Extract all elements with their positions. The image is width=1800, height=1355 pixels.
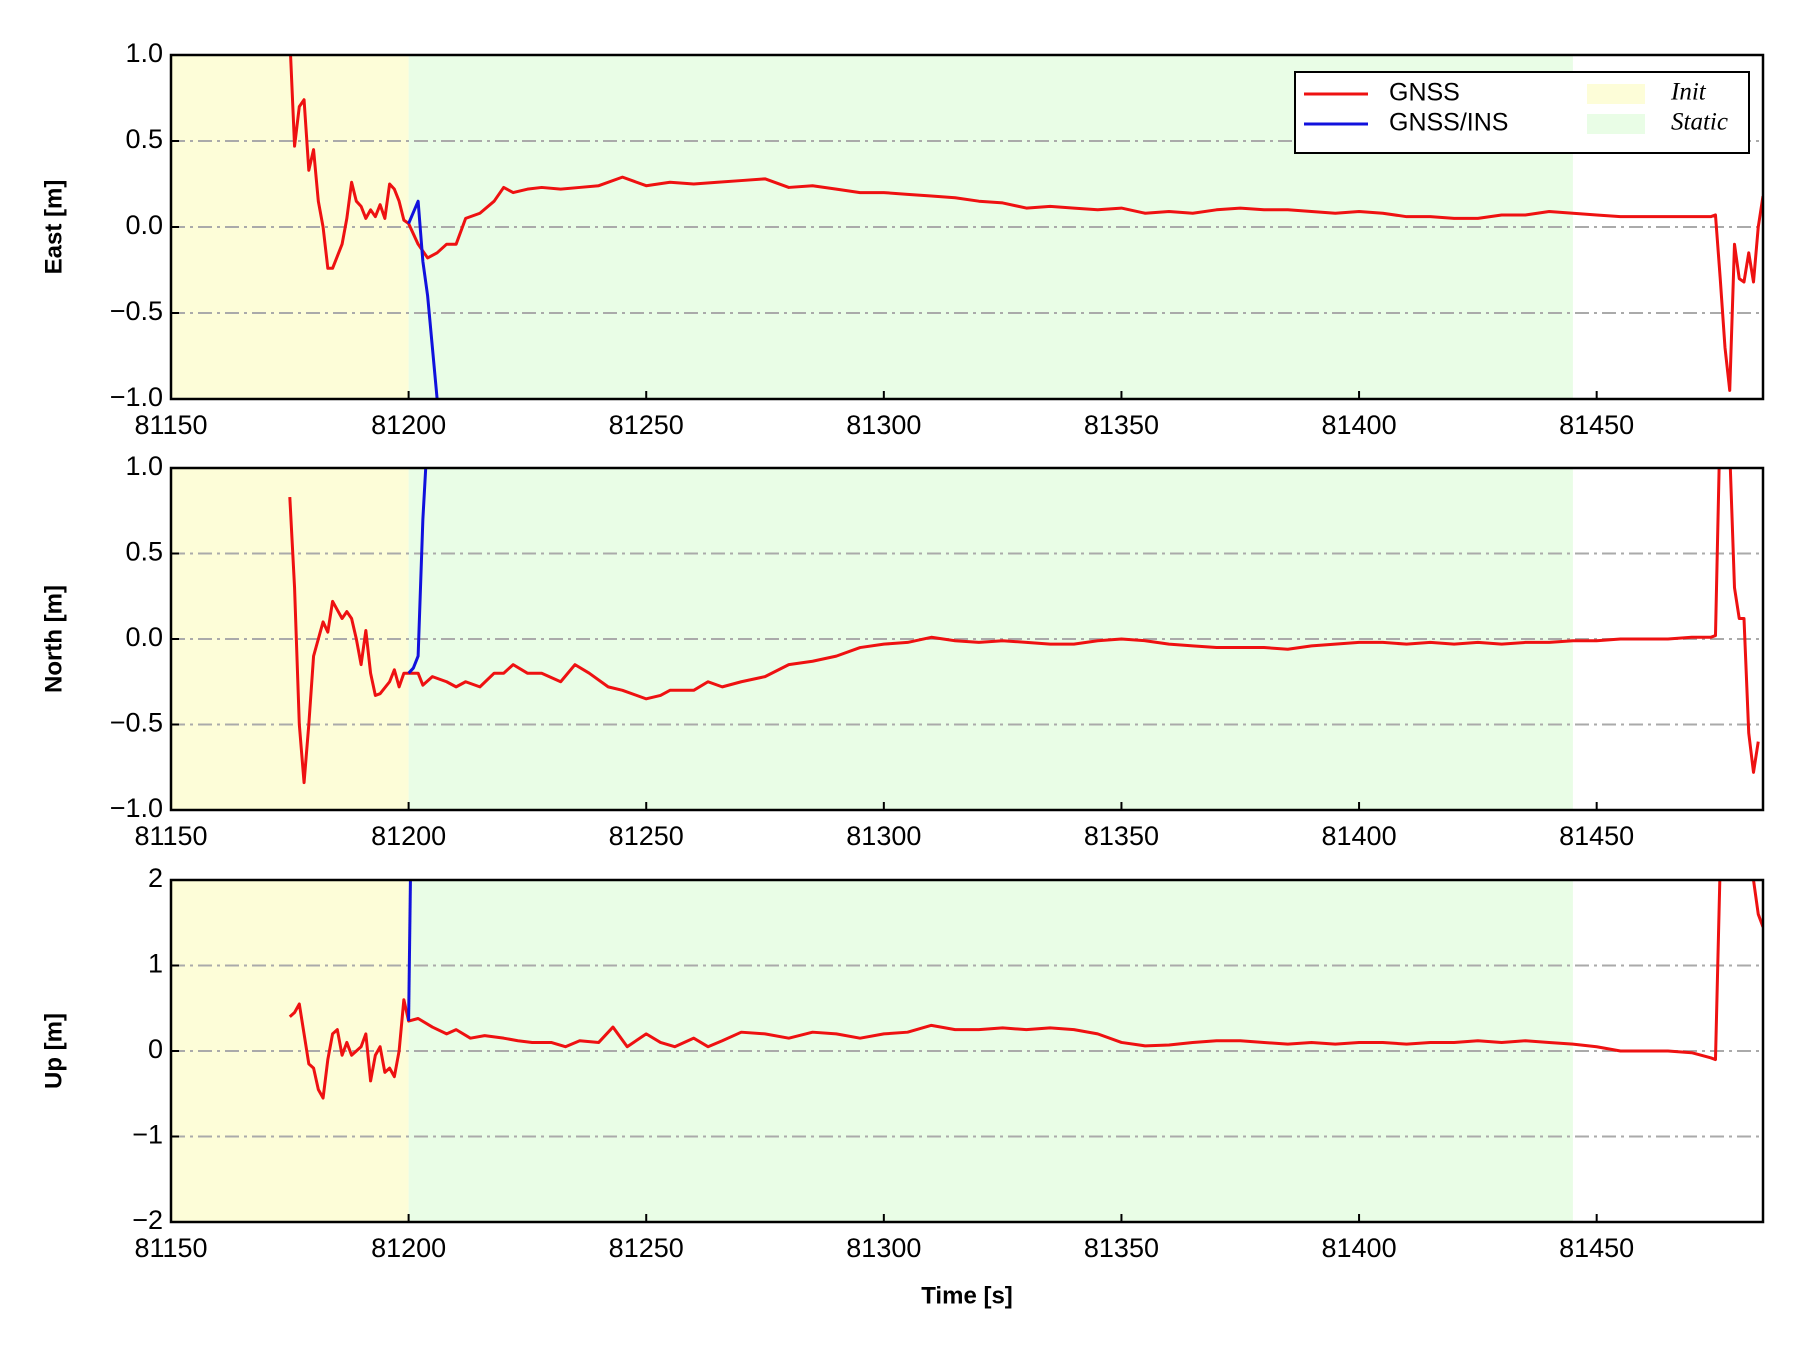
x-tick-label: 81300	[846, 410, 921, 440]
axes-frame	[169, 878, 1765, 1224]
x-tick-label: 81400	[1322, 821, 1397, 851]
x-tick-label: 81200	[371, 1233, 446, 1263]
legend-label: Init	[1670, 79, 1707, 106]
x-tick-label: 81350	[1084, 1233, 1159, 1263]
x-tick-label: 81200	[371, 821, 446, 851]
x-tick-label: 81150	[134, 410, 207, 440]
y-tick-label: −2	[132, 1205, 163, 1235]
axes-frame	[169, 466, 1765, 812]
x-tick-label: 81300	[846, 821, 921, 851]
series-line	[407, 199, 439, 399]
subplot: −2 −1 0 1 2 81150 81200 81250 81300 81350 81400 814…	[40, 863, 1765, 1309]
y-tick-label: −1.0	[110, 382, 163, 412]
y-tick-label: 0	[148, 1034, 163, 1064]
axes-frame	[169, 53, 1765, 401]
x-tick-label: 81250	[609, 821, 684, 851]
x-tick-label: 81150	[134, 821, 207, 851]
y-tick-label: 1.0	[125, 451, 163, 481]
x-tick-label: 81350	[1084, 410, 1159, 440]
series-line	[288, 880, 1763, 1100]
y-tick-label: 1.0	[125, 38, 163, 68]
y-tick-label: −1	[132, 1120, 163, 1150]
y-axis-label: Up [m]	[40, 1013, 67, 1089]
series-line	[407, 880, 412, 1022]
x-tick-label: 81450	[1559, 1233, 1634, 1263]
legend-label: GNSS/INS	[1389, 109, 1508, 137]
series-line	[407, 468, 428, 675]
x-tick-label: 81300	[846, 1233, 921, 1263]
x-tick-label: 81350	[1084, 821, 1159, 851]
y-axis-label: East [m]	[40, 180, 67, 275]
legend-box	[1294, 71, 1750, 154]
legend-patch	[1587, 84, 1645, 104]
y-tick-label: −1.0	[110, 793, 163, 823]
y-axis-label: North [m]	[40, 585, 67, 693]
y-tick-label: 0.0	[125, 210, 163, 240]
series-line	[289, 55, 1763, 392]
legend-patch	[1587, 114, 1645, 134]
y-tick-label: 1	[148, 949, 163, 979]
y-tick-label: −0.5	[110, 296, 163, 326]
y-tick-label: −0.5	[110, 708, 163, 738]
legend-label: GNSS	[1389, 79, 1460, 107]
subplot: −1.0 −0.5 0.0 0.5 1.0 81150 81200 81250 81300 813…	[40, 38, 1765, 440]
subplot: −1.0 −0.5 0.0 0.5 1.0 81150 81200 81250 81300 813…	[40, 451, 1765, 851]
y-tick-label: 2	[148, 863, 163, 893]
x-axis-label: Time [s]	[921, 1282, 1013, 1309]
legend-label: Static	[1671, 109, 1728, 136]
y-tick-label: 0.5	[125, 537, 163, 567]
y-tick-label: 0.0	[125, 622, 163, 652]
y-tick-label: 0.5	[125, 124, 163, 154]
x-tick-label: 81450	[1559, 410, 1634, 440]
x-tick-label: 81200	[371, 410, 446, 440]
x-tick-label: 81250	[609, 410, 684, 440]
x-tick-label: 81400	[1322, 410, 1397, 440]
x-tick-label: 81250	[609, 1233, 684, 1263]
series-line	[288, 468, 1760, 785]
x-tick-label: 81150	[134, 1233, 207, 1263]
x-tick-label: 81400	[1322, 1233, 1397, 1263]
x-tick-label: 81450	[1559, 821, 1634, 851]
